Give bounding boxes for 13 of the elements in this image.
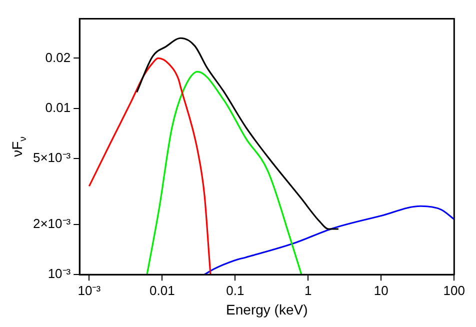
y-axis-title: νFν [9, 136, 30, 157]
y-tick-label: 0.02 [45, 50, 71, 65]
x-tick-label: 0.01 [150, 282, 175, 298]
x-tick-label: 10 [374, 282, 388, 298]
y-tick-label: 0.01 [45, 100, 71, 115]
y-tick-label: 2×10⁻³ [32, 216, 72, 232]
x-tick-label: 0.1 [226, 282, 244, 298]
x-tick-label: 10⁻³ [78, 282, 102, 298]
x-tick-label: 100 [443, 282, 466, 298]
x-axis-title: Energy (keV) [226, 301, 308, 318]
y-tick-label: 10⁻³ [48, 266, 72, 282]
x-tick-label: 1 [304, 282, 312, 298]
y-tick-label: 5×10⁻³ [32, 150, 72, 165]
